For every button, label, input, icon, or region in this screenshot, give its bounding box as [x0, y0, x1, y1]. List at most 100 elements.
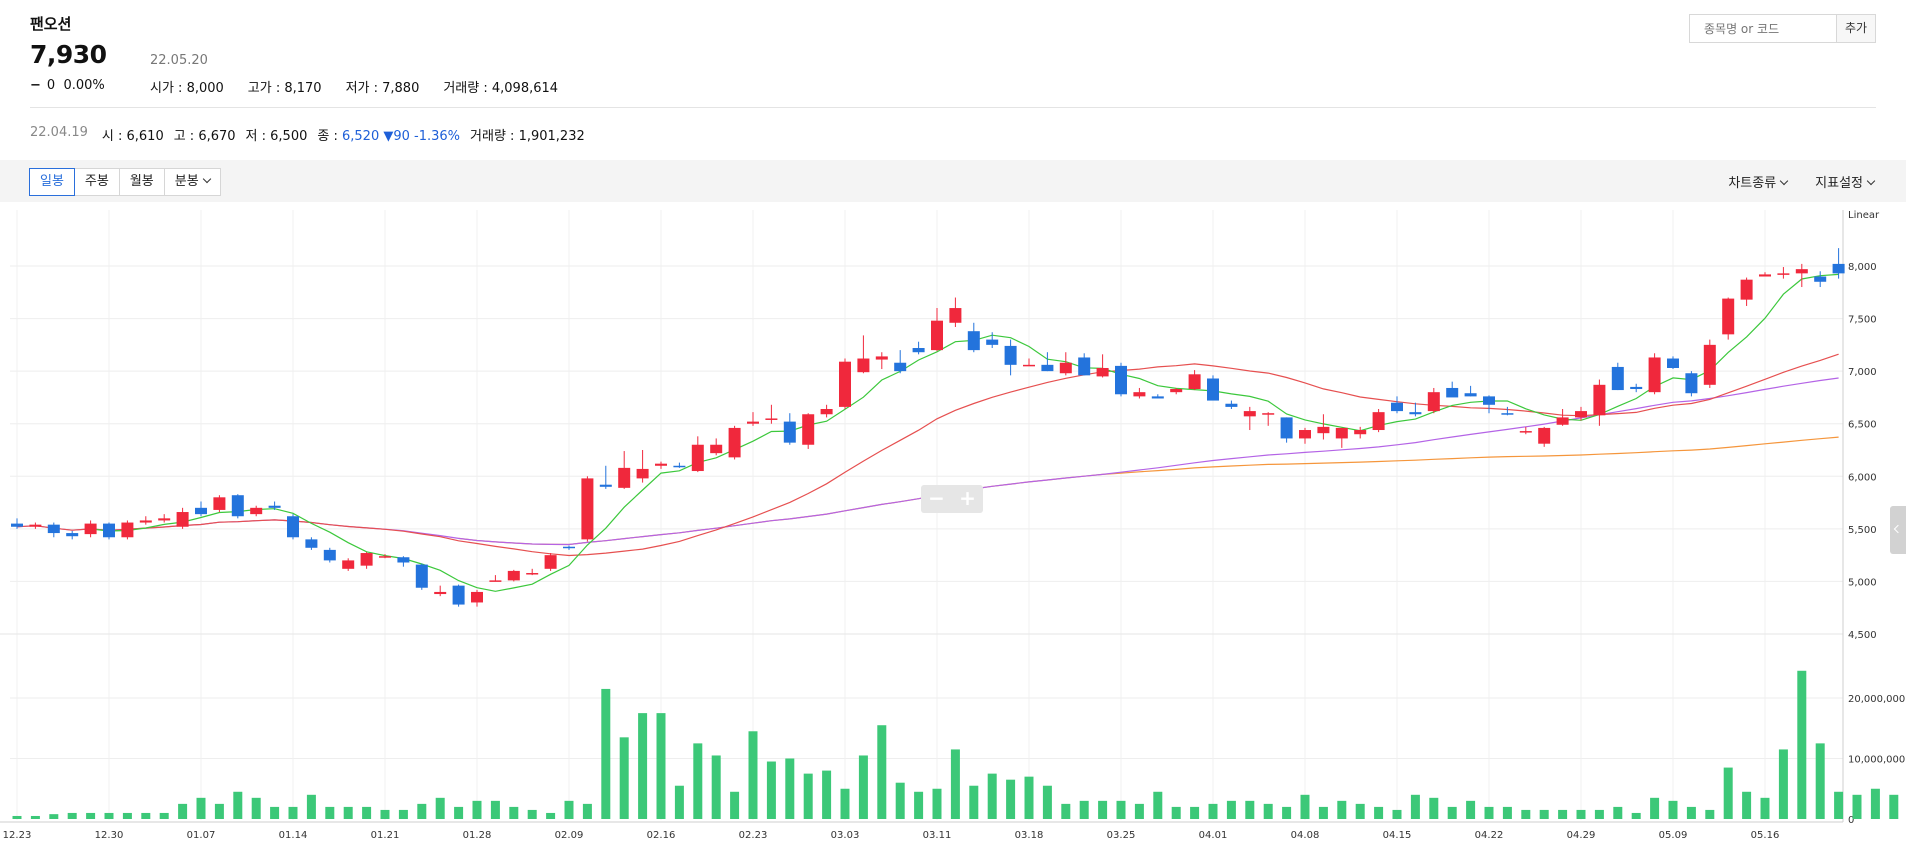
volume-bar	[1226, 800, 1236, 819]
volume-bar	[601, 688, 611, 819]
candle-body	[47, 524, 60, 534]
volume-bar	[527, 809, 537, 819]
current-price: 7,930	[30, 40, 107, 69]
ma5-line	[90, 273, 1839, 592]
tab-minute[interactable]: 분봉	[163, 168, 221, 196]
volume-bar	[362, 806, 372, 819]
volume-bar	[1190, 806, 1200, 819]
trade-volume: 거래량 : 4,098,614	[443, 81, 559, 96]
candle-body	[857, 358, 870, 373]
candle-body	[1262, 413, 1275, 415]
candle-body	[563, 546, 575, 549]
candle-body	[103, 523, 115, 538]
candle-body	[912, 348, 925, 353]
candle-body	[231, 495, 244, 517]
side-panel-toggle[interactable]	[1890, 506, 1906, 554]
date-tick-label: 05.16	[1751, 830, 1780, 841]
ohlc-summary: 시가 : 8,000 고가 : 8,170 저가 : 7,880 거래량 : 4…	[150, 77, 558, 96]
volume-bar	[1502, 806, 1512, 819]
candle-body	[489, 580, 502, 582]
candle-body	[802, 414, 815, 445]
volume-bar	[141, 812, 151, 819]
volume-bar	[1208, 803, 1218, 819]
volume-bar	[619, 737, 629, 819]
candle-body	[1777, 273, 1790, 275]
volume-bar	[472, 800, 482, 819]
candle-body	[765, 418, 778, 420]
candle-body	[655, 463, 667, 466]
volume-bar	[822, 770, 832, 819]
candle-body	[599, 484, 612, 487]
tab-weekly[interactable]: 주봉	[73, 168, 120, 196]
volume-bar	[748, 731, 758, 819]
change-percent: 0.00%	[63, 78, 105, 93]
candle-body	[949, 308, 962, 323]
price-tick-label: 7,500	[1848, 315, 1877, 326]
volume-bar	[490, 800, 500, 819]
add-button[interactable]: 추가	[1836, 14, 1876, 43]
candle-body	[1759, 274, 1771, 277]
date-tick-label: 04.29	[1567, 830, 1596, 841]
hover-info: 22.04.19 시 : 6,610 고 : 6,670 저 : 6,500 종…	[30, 125, 585, 144]
volume-bar	[656, 713, 666, 819]
candle-body	[176, 512, 189, 527]
candle-body	[1151, 396, 1164, 399]
date-tick-label: 01.07	[187, 830, 216, 841]
volume-bar	[914, 791, 924, 819]
candle-body	[1078, 357, 1091, 376]
volume-bar	[1098, 800, 1108, 819]
search-input[interactable]	[1689, 14, 1836, 43]
volume-bar	[1797, 670, 1807, 819]
candle-body	[1391, 402, 1403, 412]
volume-bar	[1300, 794, 1310, 819]
price-tick-label: 6,500	[1848, 420, 1877, 431]
candle-body	[195, 507, 207, 515]
candle-body	[471, 591, 483, 603]
date-tick-label: 03.25	[1107, 830, 1136, 841]
indicator-label: 지표설정	[1815, 176, 1863, 191]
volume-bar	[1852, 794, 1862, 819]
volume-bar	[159, 812, 169, 819]
candle-body	[1004, 345, 1017, 365]
candle-body	[967, 331, 980, 351]
volume-bar	[674, 785, 684, 819]
tab-monthly[interactable]: 월봉	[118, 168, 165, 196]
date-tick-label: 01.21	[371, 830, 400, 841]
open-price: 시가 : 8,000	[150, 81, 224, 96]
volume-bar	[858, 755, 868, 819]
candle-body	[1464, 393, 1477, 397]
zoom-out-button[interactable]: −	[928, 486, 945, 510]
volume-bar	[1613, 806, 1623, 819]
volume-bar	[49, 814, 59, 819]
volume-bar	[1024, 776, 1034, 819]
volume-bar	[104, 812, 114, 819]
zoom-control: − +	[921, 485, 983, 513]
candle-body	[581, 478, 594, 540]
tab-daily[interactable]: 일봉	[29, 168, 75, 196]
volume-bar	[1576, 809, 1586, 819]
chart-type-label: 차트종류	[1728, 176, 1777, 191]
candle-body	[397, 557, 410, 563]
hover-date: 22.04.19	[30, 125, 88, 140]
date-tick-label: 02.23	[739, 830, 768, 841]
zoom-in-button[interactable]: +	[959, 486, 976, 510]
hover-high: 고 : 6,670	[173, 129, 236, 144]
candle-body	[323, 549, 336, 561]
volume-bar	[270, 806, 280, 819]
candle-body	[839, 361, 851, 407]
volume-tick-label: 0	[1848, 815, 1854, 826]
candle-body	[1446, 387, 1459, 398]
indicator-menu[interactable]: 지표설정	[1815, 172, 1876, 191]
stock-chart[interactable]: Linear 8,000 7,500 7,000 6,500 6,000 5,500 5,00…	[0, 205, 1906, 856]
volume-bar	[1079, 800, 1089, 819]
volume-bar	[1668, 800, 1678, 819]
candle-body	[1795, 269, 1808, 274]
volume-bar	[582, 803, 592, 819]
high-price: 고가 : 8,170	[247, 81, 322, 96]
volume-bar	[1042, 785, 1052, 819]
candle-body	[1317, 426, 1330, 434]
candle-body	[1354, 430, 1367, 435]
volume-bar	[417, 803, 427, 819]
volume-bar	[1245, 800, 1255, 819]
chart-type-menu[interactable]: 차트종류	[1728, 172, 1789, 191]
